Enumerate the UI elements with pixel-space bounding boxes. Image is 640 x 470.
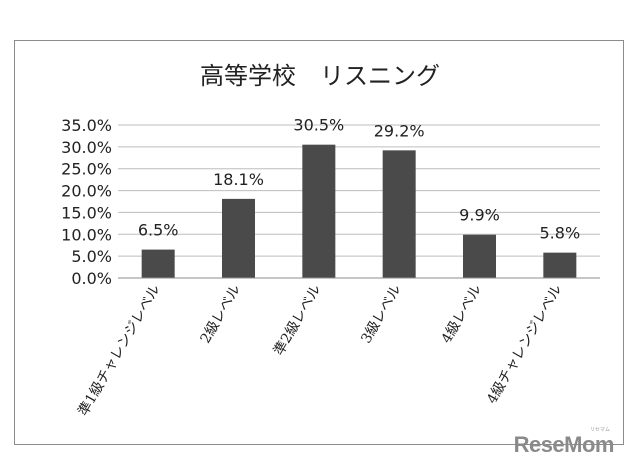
data-label: 29.2%: [374, 121, 425, 140]
y-tick-label: 35.0%: [61, 116, 112, 135]
data-labels: 6.5% 18.1% 30.5% 29.2% 9.9% 5.8%: [138, 116, 580, 243]
y-tick-label: 25.0%: [61, 160, 112, 179]
y-tick-label: 5.0%: [71, 247, 112, 266]
watermark-logo: ReseMom リセマム: [513, 427, 615, 458]
x-axis-tick-labels: 準1級チャレンジレベル 2級レベル 準2級レベル 3級レベル 4級レベル 4級チャレンジレ…: [75, 282, 565, 419]
gridlines: [118, 124, 600, 257]
data-label: 30.5%: [293, 116, 344, 135]
data-label: 5.8%: [540, 224, 581, 243]
bar: [222, 198, 255, 278]
bar: [543, 252, 577, 278]
x-tick-label: 2級レベル: [198, 282, 244, 346]
y-tick-label: 10.0%: [61, 225, 112, 244]
watermark-small-text: リセマム: [589, 427, 610, 433]
x-tick-label: 4級チャレンジレベル: [484, 282, 565, 407]
data-label: 18.1%: [213, 170, 264, 189]
bars: [141, 144, 577, 278]
y-tick-label: 15.0%: [61, 203, 112, 222]
bar: [302, 144, 336, 278]
x-tick-label: 準1級チャレンジレベル: [75, 282, 163, 419]
x-tick-label: 準2級レベル: [271, 282, 324, 358]
y-tick-label: 0.0%: [71, 269, 112, 288]
x-tick-label: 3級レベル: [358, 282, 404, 346]
y-tick-label: 30.0%: [61, 138, 112, 157]
x-tick-label: 4級レベル: [439, 282, 485, 346]
bar: [463, 234, 496, 278]
watermark-text: ReseMom: [513, 432, 615, 457]
bar: [141, 249, 175, 278]
data-label: 6.5%: [138, 221, 179, 240]
chart-title: 高等学校 リスニング: [200, 62, 440, 90]
data-label: 9.9%: [459, 206, 500, 225]
y-axis-tick-labels: 0.0% 5.0% 10.0% 15.0% 20.0% 25.0% 30.0% 35.0%: [61, 116, 112, 288]
bar: [382, 150, 416, 278]
y-tick-label: 20.0%: [61, 182, 112, 201]
